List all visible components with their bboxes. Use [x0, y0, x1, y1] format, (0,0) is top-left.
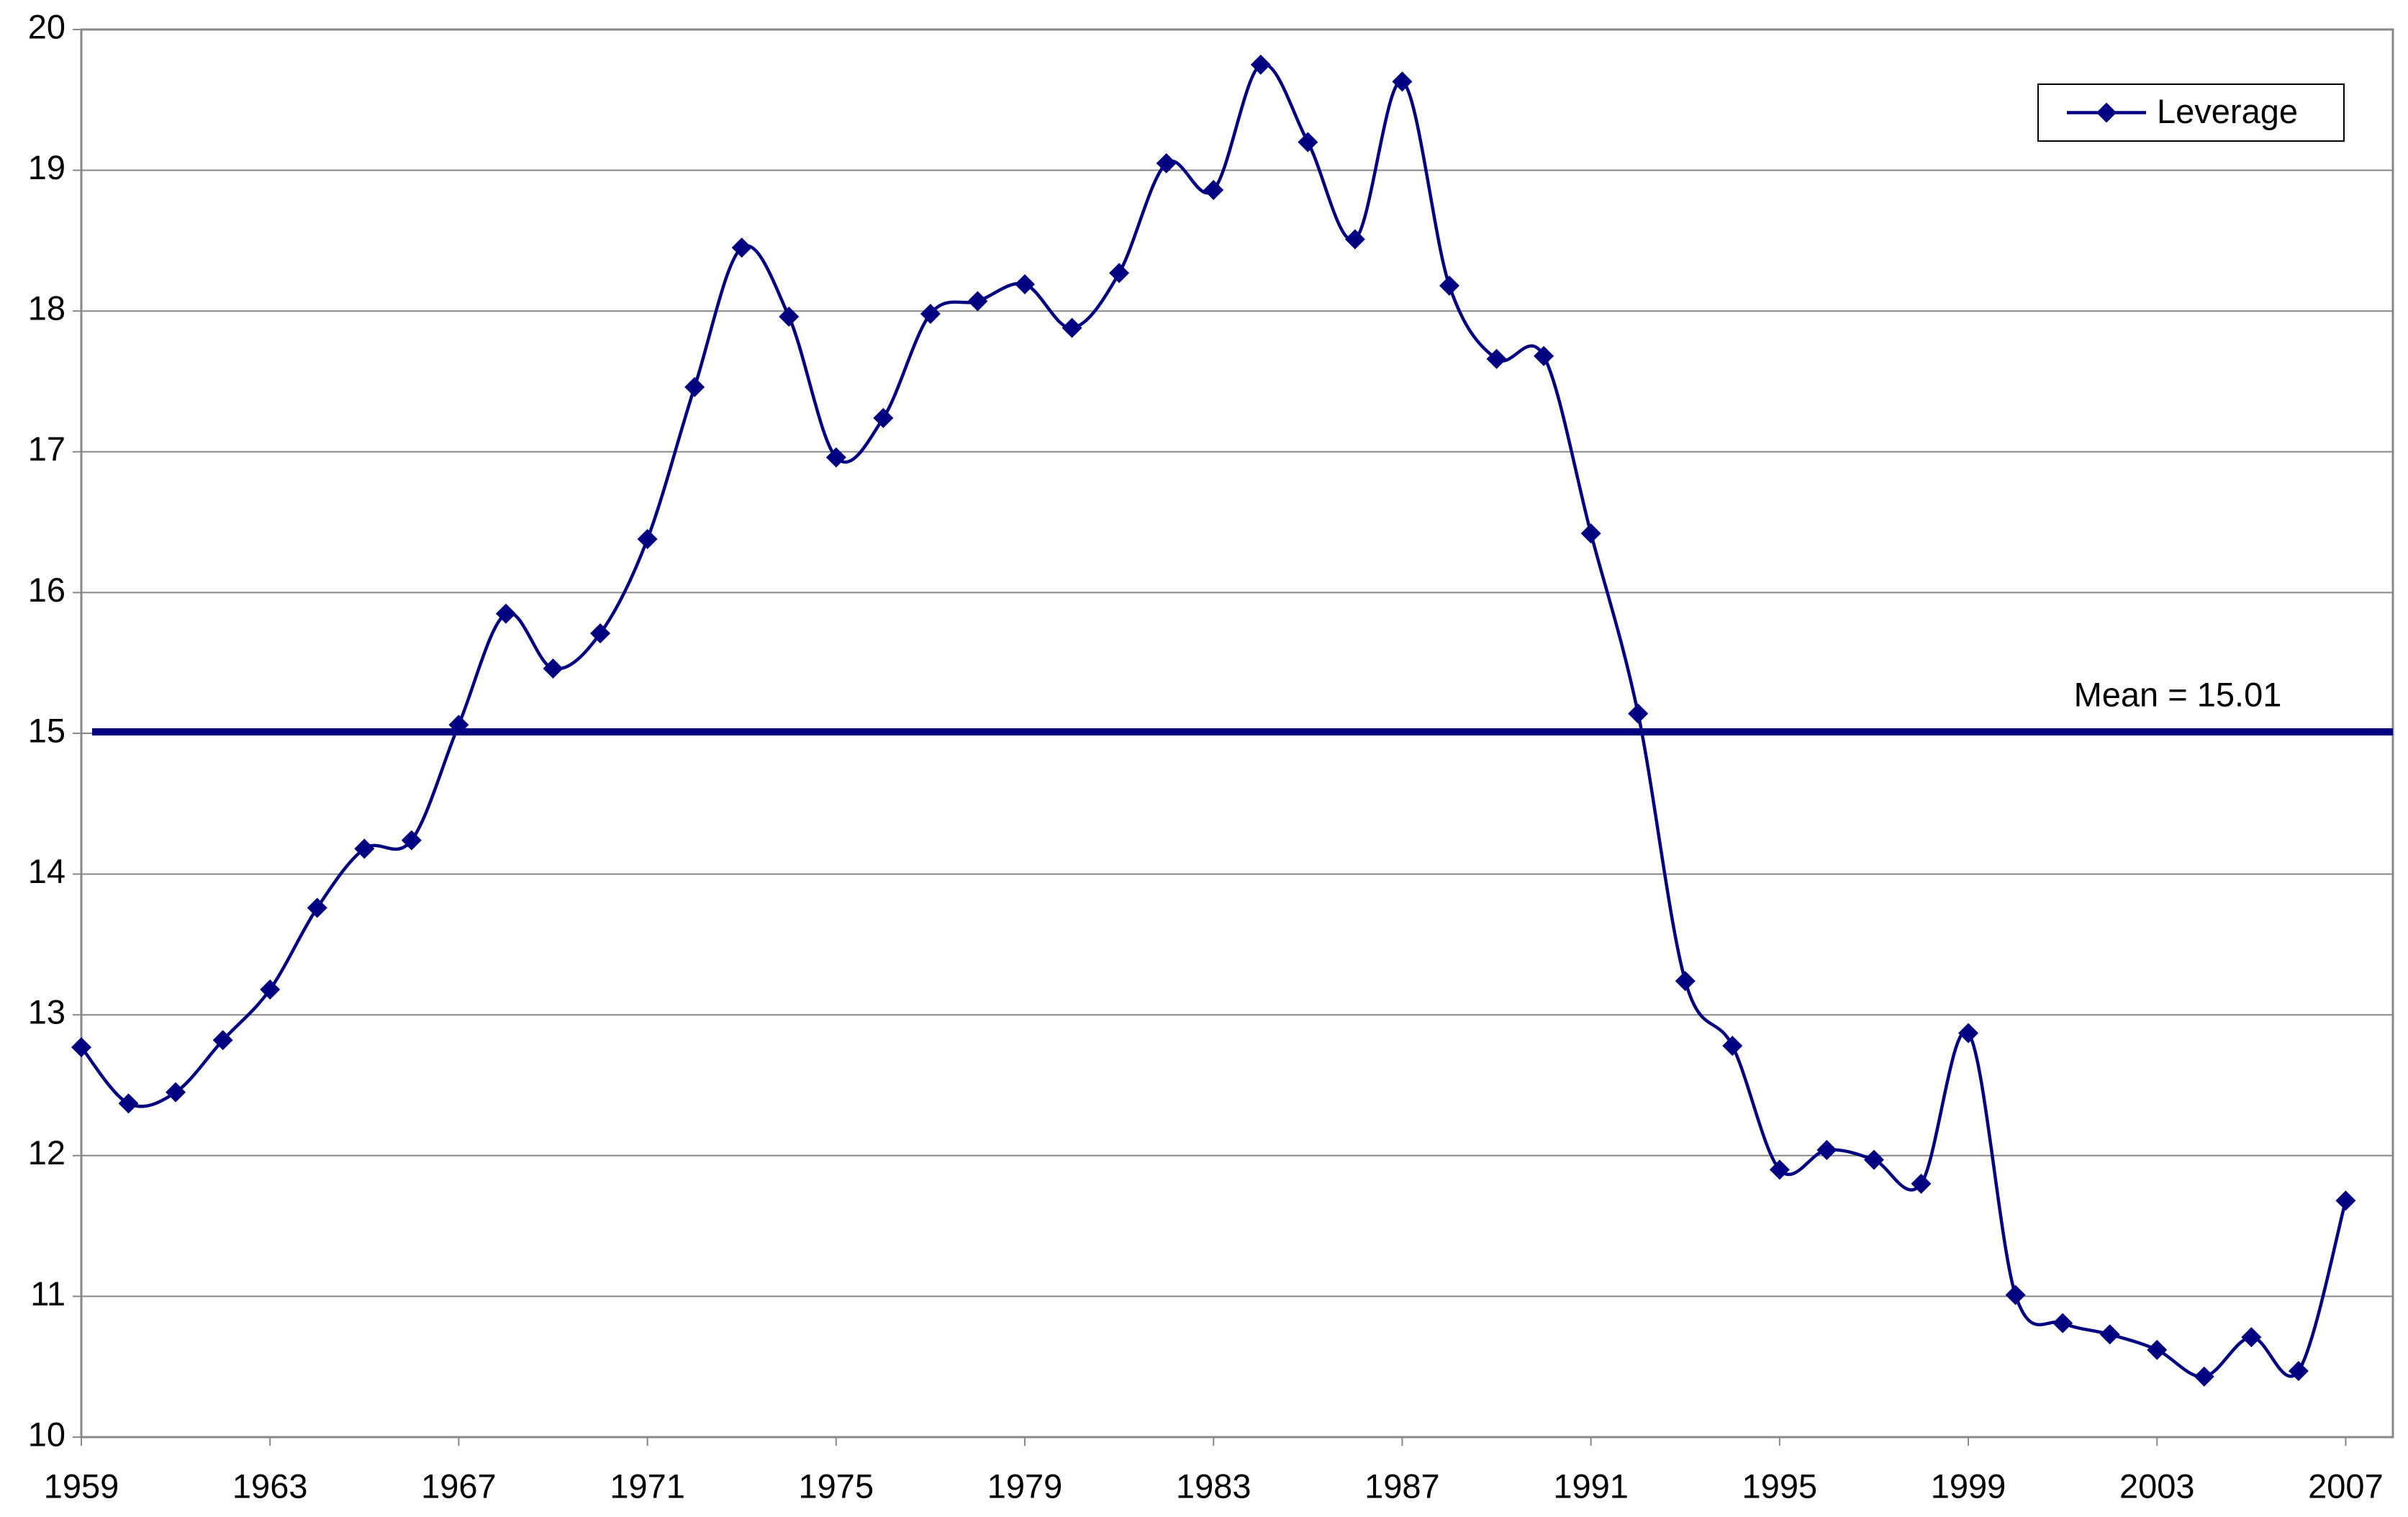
marker — [1392, 71, 1413, 92]
marker — [1109, 263, 1130, 284]
y-tick-label: 20 — [28, 7, 65, 45]
marker — [1722, 1036, 1743, 1056]
marker — [967, 291, 988, 312]
marker — [2335, 1190, 2356, 1211]
y-tick-label: 12 — [28, 1133, 65, 1172]
marker — [1344, 229, 1365, 250]
marker — [590, 623, 611, 644]
marker — [118, 1093, 139, 1114]
marker — [543, 658, 563, 679]
marker — [1769, 1159, 1790, 1180]
x-tick-label: 2007 — [2308, 1467, 2384, 1505]
x-tick-label: 1979 — [987, 1467, 1063, 1505]
y-tick-label: 15 — [28, 711, 65, 749]
marker — [2194, 1366, 2214, 1387]
marker — [1534, 345, 1554, 366]
marker — [354, 838, 375, 859]
marker — [2147, 1339, 2168, 1360]
marker — [1958, 1023, 1979, 1043]
marker — [2052, 1313, 2073, 1333]
marker — [684, 376, 705, 397]
y-tick-label: 19 — [28, 148, 65, 186]
marker — [1062, 317, 1082, 338]
marker — [307, 897, 327, 918]
x-tick-label: 1983 — [1176, 1467, 1251, 1505]
marker — [1675, 971, 1696, 992]
x-tick-label: 1971 — [610, 1467, 685, 1505]
x-tick-label: 1959 — [44, 1467, 119, 1505]
marker — [873, 407, 894, 428]
legend-marker — [2096, 102, 2117, 123]
y-tick-label: 16 — [28, 571, 65, 609]
marker — [1863, 1149, 1884, 1170]
y-tick-label: 14 — [28, 852, 65, 890]
marker — [1911, 1173, 1932, 1194]
x-tick-label: 1999 — [1931, 1467, 2006, 1505]
marker — [1015, 274, 1036, 295]
marker — [825, 447, 846, 468]
x-tick-label: 2003 — [2119, 1467, 2195, 1505]
x-tick-label: 1963 — [232, 1467, 308, 1505]
marker — [779, 307, 800, 327]
y-tick-label: 10 — [28, 1415, 65, 1453]
marker — [2241, 1327, 2262, 1348]
y-tick-label: 11 — [30, 1274, 65, 1313]
marker — [495, 603, 516, 624]
legend-label: Leverage — [2157, 92, 2298, 130]
marker — [1298, 132, 1318, 153]
marker — [1816, 1139, 1837, 1160]
marker — [166, 1082, 186, 1102]
marker — [1156, 153, 1177, 173]
y-tick-label: 17 — [28, 430, 65, 468]
marker — [2288, 1361, 2309, 1382]
marker — [260, 979, 281, 1000]
y-tick-label: 18 — [28, 289, 65, 327]
marker — [71, 1037, 91, 1058]
y-tick-label: 13 — [28, 993, 65, 1031]
marker — [448, 715, 469, 735]
marker — [1250, 54, 1271, 75]
marker — [2005, 1285, 2026, 1305]
marker — [1486, 348, 1507, 369]
marker — [1203, 179, 1224, 200]
x-tick-label: 1975 — [799, 1467, 874, 1505]
marker — [731, 237, 752, 258]
marker — [920, 304, 941, 325]
x-tick-label: 1991 — [1553, 1467, 1629, 1505]
marker — [637, 529, 658, 550]
x-tick-label: 1987 — [1364, 1467, 1440, 1505]
x-tick-label: 1967 — [421, 1467, 497, 1505]
mean-label: Mean = 15.01 — [2074, 675, 2282, 713]
x-tick-label: 1995 — [1742, 1467, 1818, 1505]
marker — [212, 1030, 233, 1051]
marker — [1439, 275, 1459, 296]
marker — [2099, 1324, 2120, 1345]
marker — [1628, 703, 1649, 724]
marker — [401, 830, 422, 851]
series-line — [80, 62, 2348, 1379]
marker — [1580, 523, 1601, 544]
